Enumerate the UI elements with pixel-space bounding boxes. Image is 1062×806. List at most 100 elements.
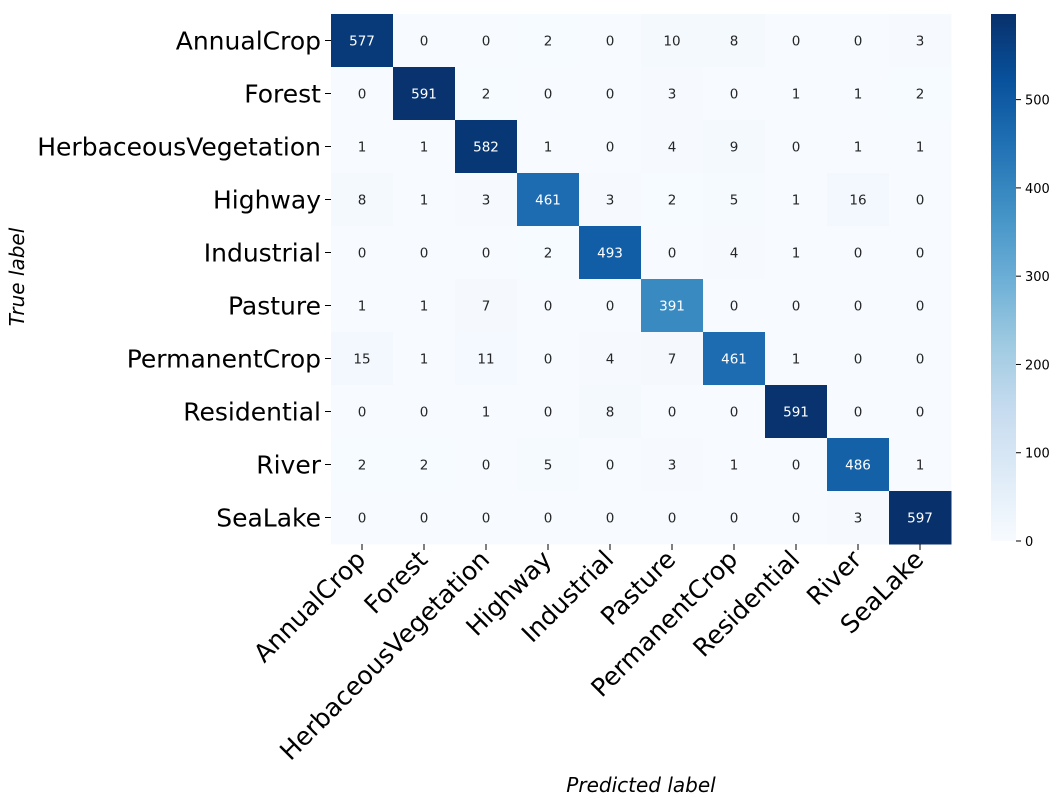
cell-value-label: 0 (606, 140, 615, 156)
colorbar-tick-label: 200 (1025, 358, 1050, 373)
heatmap-cell (641, 120, 704, 174)
heatmap-cell (641, 14, 704, 68)
heatmap-cell (827, 226, 890, 280)
heatmap-cell (765, 226, 828, 280)
cell-value-label: 11 (477, 352, 494, 368)
cell-value-label: 0 (792, 140, 801, 156)
y-tick-label: Residential (183, 398, 321, 427)
cell-value-label: 2 (916, 87, 925, 103)
cell-value-label: 0 (606, 511, 615, 527)
heatmap-cell (765, 14, 828, 68)
cell-value-label: 1 (420, 193, 429, 209)
cell-value-label: 16 (849, 193, 866, 209)
heatmap-cell (393, 332, 456, 386)
y-tick-label: PermanentCrop (127, 345, 321, 374)
cell-value-label: 582 (473, 140, 499, 156)
heatmap-cell (455, 173, 518, 227)
cell-value-label: 486 (845, 458, 871, 474)
cell-value-label: 5 (730, 193, 739, 209)
heatmap-cell (455, 438, 518, 492)
heatmap-cell (827, 120, 890, 174)
cell-value-label: 1 (420, 352, 429, 368)
heatmap-cell (641, 226, 704, 280)
cell-value-label: 0 (668, 246, 677, 262)
cell-value-label: 493 (597, 246, 623, 262)
x-axis-label: Predicted label (566, 773, 716, 797)
heatmap-cell (517, 226, 580, 280)
heatmap-cell (393, 491, 456, 545)
heatmap-cell (827, 438, 890, 492)
heatmap-cell (517, 332, 580, 386)
heatmap-cell-labels: 577 0 0 2 0 10 8 0 0 30 591 2 0 0 3 0 1 1 21 1 582 1 0 4 9 0 1 18 1 3… (349, 34, 933, 527)
heatmap-cell (889, 120, 952, 174)
cell-value-label: 0 (730, 405, 739, 421)
heatmap-cell (579, 279, 642, 333)
heatmap-cell (455, 385, 518, 439)
y-tick-label: Highway (213, 186, 321, 215)
heatmap-cell (765, 173, 828, 227)
cell-value-label: 2 (482, 87, 491, 103)
heatmap-cells (331, 14, 952, 545)
cell-value-label: 461 (721, 352, 747, 368)
cell-value-label: 0 (482, 34, 491, 50)
heatmap-cell (889, 226, 952, 280)
cell-value-label: 0 (792, 34, 801, 50)
cell-value-label: 0 (358, 87, 367, 103)
heatmap-cell (703, 173, 766, 227)
cell-value-label: 15 (353, 352, 370, 368)
cell-value-label: 3 (668, 458, 677, 474)
cell-value-label: 0 (544, 511, 553, 527)
cell-value-label: 0 (730, 299, 739, 315)
heatmap-cell (517, 491, 580, 545)
cell-value-label: 0 (792, 458, 801, 474)
cell-value-label: 1 (420, 140, 429, 156)
heatmap-cell (331, 279, 394, 333)
colorbar-tick-label: 500 (1025, 94, 1050, 109)
heatmap-cell (641, 279, 704, 333)
colorbar-tick-label: 300 (1025, 270, 1050, 285)
cell-value-label: 2 (544, 34, 553, 50)
cell-value-label: 1 (358, 299, 367, 315)
cell-value-label: 1 (916, 140, 925, 156)
cell-value-label: 8 (358, 193, 367, 209)
heatmap-cell (827, 14, 890, 68)
heatmap-cell (765, 438, 828, 492)
cell-value-label: 0 (544, 299, 553, 315)
heatmap-cell (393, 14, 456, 68)
heatmap-cell (703, 332, 766, 386)
heatmap-cell (827, 279, 890, 333)
heatmap-cell (517, 120, 580, 174)
heatmap-cell (455, 279, 518, 333)
heatmap-cell (331, 120, 394, 174)
colorbar-tick-label: 400 (1025, 182, 1050, 197)
cell-value-label: 0 (606, 34, 615, 50)
cell-value-label: 0 (482, 511, 491, 527)
cell-value-label: 0 (854, 34, 863, 50)
cell-value-label: 1 (916, 458, 925, 474)
heatmap-cell (393, 173, 456, 227)
heatmap-cell (455, 491, 518, 545)
cell-value-label: 577 (349, 34, 375, 50)
cell-value-label: 5 (544, 458, 553, 474)
heatmap-cell (517, 14, 580, 68)
cell-value-label: 0 (606, 87, 615, 103)
cell-value-label: 0 (544, 405, 553, 421)
cell-value-label: 3 (916, 34, 925, 50)
cell-value-label: 0 (420, 511, 429, 527)
heatmap-cell (331, 332, 394, 386)
cell-value-label: 0 (420, 34, 429, 50)
heatmap-cell (641, 332, 704, 386)
heatmap-cell (765, 385, 828, 439)
heatmap-cell (765, 67, 828, 121)
colorbar-tick-label: 100 (1025, 447, 1050, 462)
heatmap-cell (579, 67, 642, 121)
heatmap-cell (579, 332, 642, 386)
heatmap-cell (331, 385, 394, 439)
cell-value-label: 8 (730, 34, 739, 50)
cell-value-label: 0 (916, 352, 925, 368)
heatmap-cell (393, 67, 456, 121)
heatmap-cell (455, 226, 518, 280)
cell-value-label: 461 (535, 193, 561, 209)
y-axis-label: True label (5, 227, 29, 326)
heatmap-cell (703, 438, 766, 492)
